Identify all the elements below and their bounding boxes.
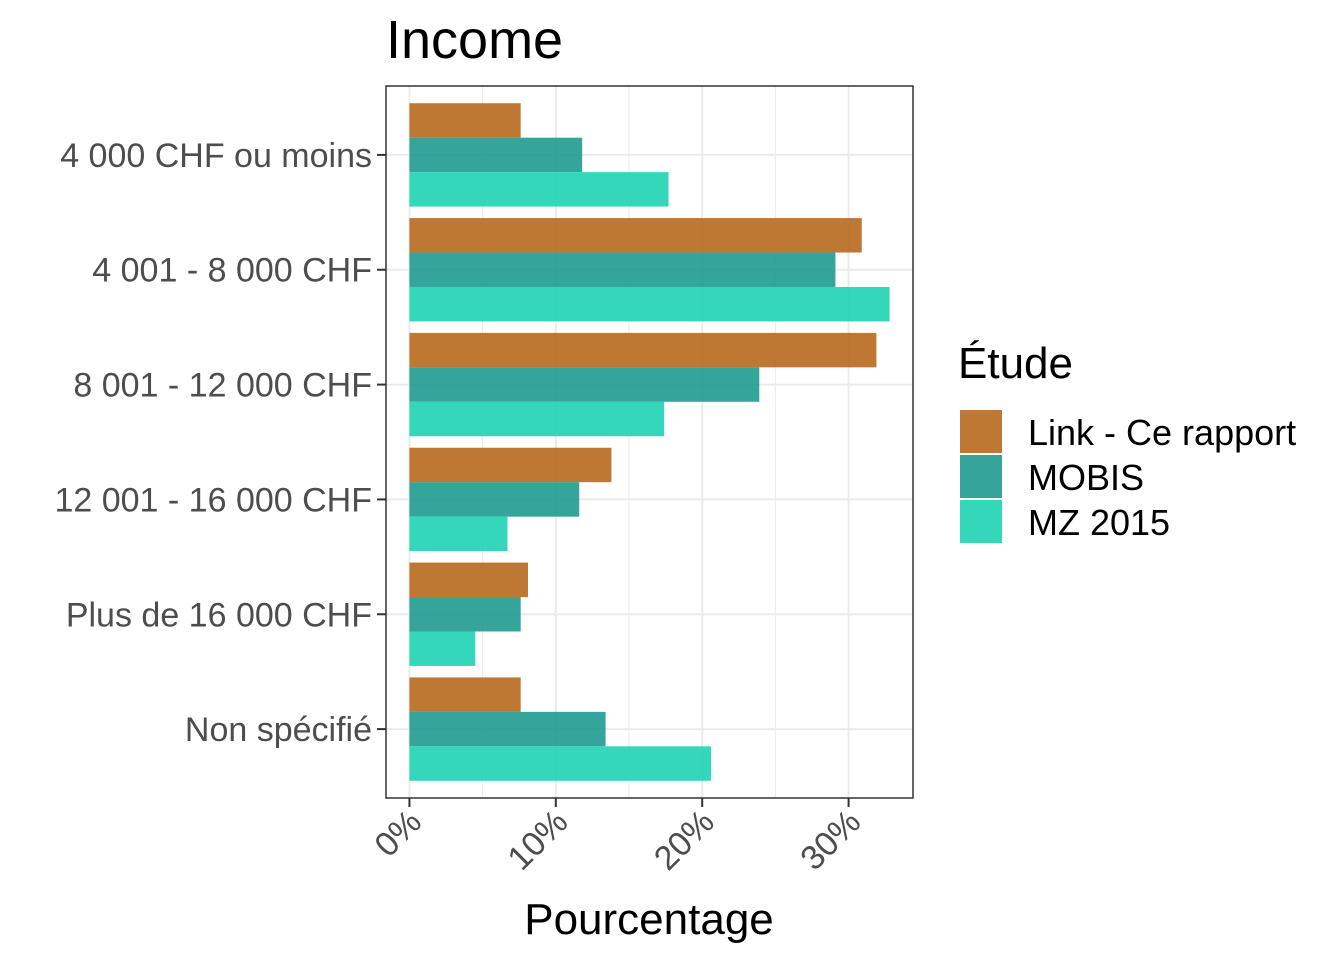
panel-border — [385, 85, 914, 799]
y-tick-label: Non spécifié — [185, 711, 372, 749]
x-axis-title: Pourcentage — [524, 895, 774, 944]
legend-swatch — [960, 455, 1002, 498]
legend-label: Link - Ce rapport — [1028, 412, 1296, 453]
bar: 13.4 — [409, 711, 606, 747]
bar: 32.8 — [409, 286, 890, 322]
chart-title: Income — [386, 10, 563, 70]
legend-label: MOBIS — [1028, 457, 1144, 498]
y-tick-label: 12 001 - 16 000 CHF — [54, 481, 372, 519]
x-tick-label: 20% — [647, 803, 722, 878]
bar: 11.8 — [409, 137, 583, 173]
bar: 17.7 — [409, 172, 669, 207]
bar: 7.6 — [409, 597, 521, 632]
y-tick-label: 4 000 CHF ou moins — [60, 137, 372, 175]
bar: 7.6 — [409, 677, 521, 712]
bar: 4.5 — [409, 631, 476, 666]
bar: 6.7 — [409, 516, 508, 552]
bar-layer: 7.611.817.730.929.132.831.923.917.413.81… — [409, 103, 890, 781]
legend-label: MZ 2015 — [1028, 502, 1170, 543]
legend-swatch — [960, 500, 1002, 543]
y-tick-label: Plus de 16 000 CHF — [66, 596, 372, 634]
bar: 23.9 — [409, 367, 760, 402]
bar: 7.6 — [409, 103, 521, 138]
y-tick-label: 8 001 - 12 000 CHF — [73, 367, 372, 405]
bar: 11.6 — [409, 482, 580, 517]
bar: 8.1 — [409, 562, 528, 598]
legend-swatch — [960, 410, 1002, 453]
x-tick-label: 10% — [500, 803, 575, 878]
x-tick-label: 0% — [367, 803, 429, 865]
bar: 31.9 — [409, 332, 877, 368]
legend-title: Étude — [958, 339, 1073, 388]
bar: 17.4 — [409, 401, 665, 437]
bar: 29.1 — [409, 252, 836, 287]
axis-layer: 4 000 CHF ou moins 4 001 - 8 000 CHF 8 001… — [54, 137, 868, 878]
bar: 20.6 — [409, 746, 711, 781]
bar: 13.8 — [409, 447, 612, 483]
x-tick-label: 30% — [793, 803, 868, 878]
bar: 30.9 — [409, 218, 862, 253]
y-tick-label: 4 001 - 8 000 CHF — [92, 252, 372, 290]
